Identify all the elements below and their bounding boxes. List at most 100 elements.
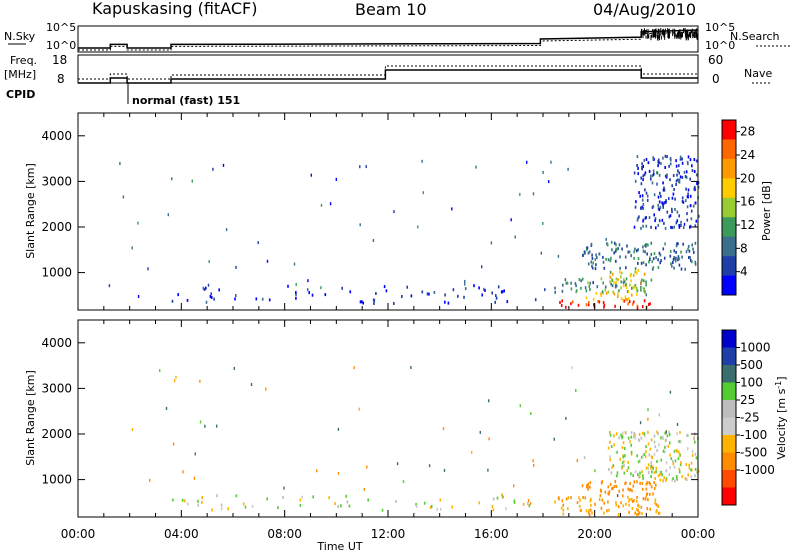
heatmap-cell — [689, 177, 691, 181]
heatmap-cell — [665, 430, 667, 434]
heatmap-cell — [618, 289, 620, 293]
y-tick-label: 3000 — [41, 174, 72, 188]
heatmap-cell — [348, 504, 351, 508]
heatmap-cell — [657, 474, 660, 478]
heatmap-cell — [643, 452, 646, 456]
heatmap-cell — [687, 473, 689, 477]
heatmap-cell — [624, 283, 627, 287]
heatmap-cell — [678, 164, 680, 168]
heatmap-cell — [585, 303, 588, 307]
heatmap-cell — [616, 450, 618, 454]
heatmap-cell — [620, 501, 622, 505]
heatmap-cell — [575, 289, 578, 293]
heatmap-cell — [662, 479, 664, 483]
heatmap-cell — [337, 471, 340, 475]
heatmap-cell — [601, 498, 604, 502]
heatmap-cell — [451, 207, 453, 211]
heatmap-cell — [685, 463, 687, 467]
heatmap-cell — [645, 293, 647, 297]
heatmap-cell — [483, 287, 485, 291]
heatmap-cell — [666, 210, 669, 214]
power-colorbar-tick-label: 28 — [740, 125, 755, 139]
heatmap-cell — [609, 483, 612, 486]
heatmap-cell — [337, 505, 339, 508]
heatmap-cell — [669, 249, 672, 253]
heatmap-cell — [683, 170, 686, 174]
heatmap-cell — [669, 178, 671, 182]
heatmap-cell — [635, 200, 637, 204]
heatmap-cell — [599, 488, 602, 492]
heatmap-cell — [682, 226, 685, 230]
heatmap-cell — [670, 158, 672, 162]
heatmap-cell — [654, 219, 656, 223]
heatmap-cell — [670, 457, 673, 461]
heatmap-cell — [636, 513, 638, 516]
heatmap-cell — [622, 504, 625, 508]
velocity-panel-frame — [77, 319, 699, 518]
heatmap-cell — [614, 249, 617, 253]
heatmap-cell — [690, 468, 692, 472]
heatmap-cell — [615, 432, 618, 436]
heatmap-cell — [610, 256, 612, 260]
heatmap-cell — [598, 252, 600, 256]
heatmap-cell — [430, 504, 433, 508]
heatmap-cell — [242, 502, 245, 506]
heatmap-cell — [691, 169, 694, 173]
heatmap-cell — [636, 271, 638, 275]
heatmap-cell — [636, 304, 639, 308]
velocity-colorbar-swatch — [722, 400, 736, 418]
heatmap-cell — [663, 476, 665, 480]
heatmap-cell — [646, 252, 648, 256]
heatmap-cell — [625, 431, 627, 435]
heatmap-cell — [676, 449, 679, 453]
heatmap-cell — [575, 389, 577, 392]
heatmap-cell — [644, 250, 646, 254]
heatmap-cell — [497, 285, 500, 289]
heatmap-cell — [640, 455, 643, 459]
heatmap-cell — [654, 445, 657, 449]
heatmap-cell — [641, 194, 644, 198]
heatmap-cell — [678, 225, 681, 229]
heatmap-cell — [615, 501, 617, 505]
heatmap-cell — [589, 499, 592, 503]
heatmap-cell — [594, 267, 597, 271]
heatmap-cell — [685, 250, 688, 254]
heatmap-cell — [674, 256, 676, 260]
heatmap-cell — [645, 191, 648, 195]
nave-series-line — [78, 65, 698, 80]
heatmap-cell — [621, 247, 623, 251]
heatmap-cell — [645, 283, 647, 287]
heatmap-cell — [561, 289, 564, 293]
heatmap-cell — [131, 428, 134, 431]
heatmap-cell — [306, 288, 309, 292]
heatmap-cell — [496, 496, 499, 500]
heatmap-cell — [565, 497, 568, 501]
heatmap-cell — [691, 164, 693, 168]
heatmap-cell — [617, 247, 619, 250]
heatmap-cell — [295, 296, 297, 300]
heatmap-cell — [661, 473, 663, 477]
heatmap-cell — [266, 259, 269, 263]
heatmap-cell — [587, 487, 589, 491]
heatmap-cell — [658, 173, 661, 177]
heatmap-cell — [629, 482, 631, 485]
heatmap-cell — [636, 286, 638, 290]
heatmap-cell — [617, 513, 620, 517]
heatmap-cell — [654, 498, 657, 502]
heatmap-cell — [613, 484, 616, 488]
heatmap-cell — [657, 265, 660, 269]
heatmap-cell — [447, 301, 450, 305]
heatmap-cell — [381, 508, 384, 512]
heatmap-cell — [682, 200, 685, 204]
heatmap-cell — [444, 300, 446, 304]
heatmap-cell — [596, 256, 598, 260]
heatmap-cell — [362, 301, 364, 305]
heatmap-cell — [669, 453, 671, 457]
heatmap-cell — [680, 220, 682, 224]
heatmap-cell — [359, 223, 361, 227]
heatmap-cell — [611, 272, 614, 276]
velocity-colorbar: 1000 500 100 25 -25 -100 -500 -1000 — [721, 329, 775, 506]
heatmap-cell — [687, 244, 690, 248]
heatmap-cell — [478, 286, 480, 290]
heatmap-cell — [528, 504, 531, 508]
